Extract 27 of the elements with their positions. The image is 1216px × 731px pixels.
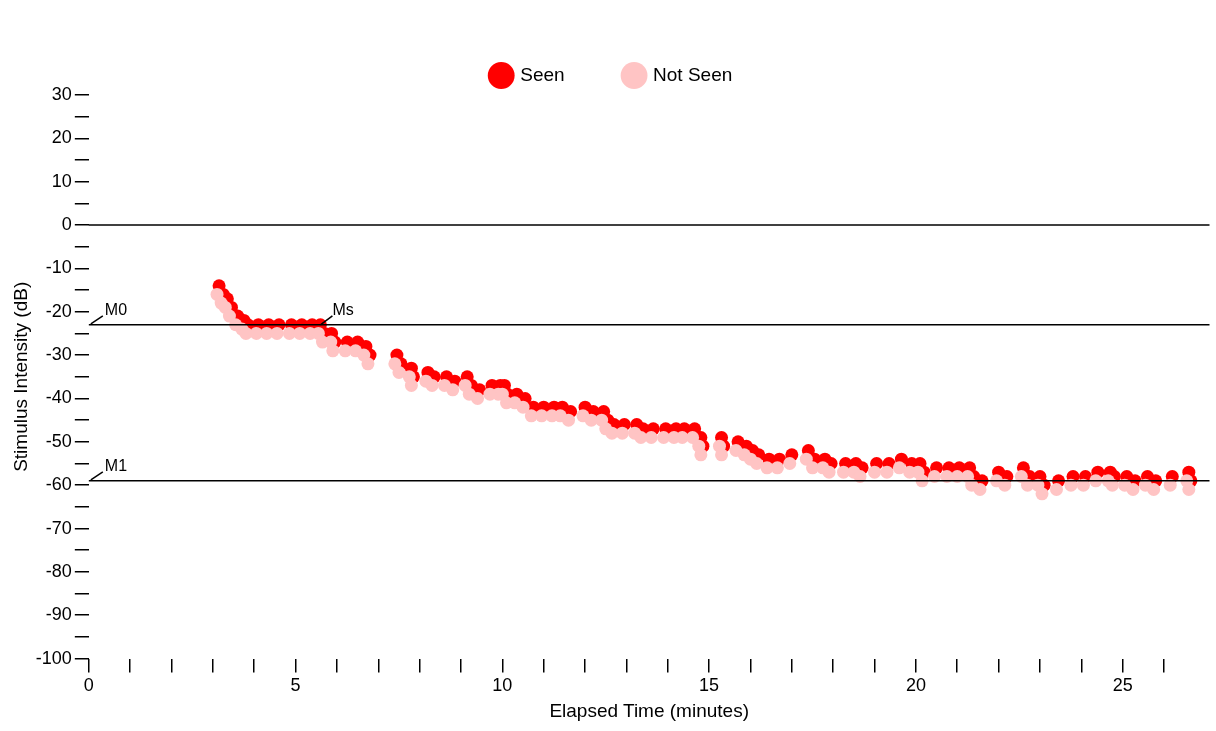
y-tick-label: -100	[35, 647, 72, 668]
x-tick-label: 5	[290, 675, 301, 696]
x-tick-label: 25	[1112, 675, 1133, 696]
y-tick-label: -60	[45, 474, 72, 495]
y-tick-label: -30	[45, 344, 72, 365]
y-tick-label: -20	[45, 300, 72, 321]
legend-label: Seen	[520, 63, 565, 85]
annotation: Ms	[332, 301, 354, 319]
y-tick-label: -80	[45, 560, 72, 581]
x-axis-title: Elapsed Time (minutes)	[549, 699, 749, 721]
y-tick-label: 10	[51, 170, 72, 191]
x-tick-label: 0	[83, 675, 94, 696]
y-tick-label: -70	[45, 517, 72, 538]
y-tick-label: -40	[45, 387, 72, 408]
legend-label: M1	[104, 457, 128, 475]
x-tick-label: 15	[699, 675, 720, 696]
y-tick-label: -50	[45, 430, 72, 451]
y-axis-title: Stimulus Intensity (dB)	[9, 281, 31, 472]
y-tick-label: 30	[51, 83, 72, 104]
legend-label: M0	[104, 301, 128, 319]
y-tick-label: 20	[51, 127, 72, 148]
x-tick-label: 10	[492, 675, 513, 696]
y-tick-label: -90	[45, 604, 72, 625]
x-tick-label: 20	[905, 675, 926, 696]
y-tick-label: 0	[61, 214, 72, 235]
y-tick-label: -10	[45, 257, 72, 278]
legend-label: Not Seen	[653, 63, 733, 85]
